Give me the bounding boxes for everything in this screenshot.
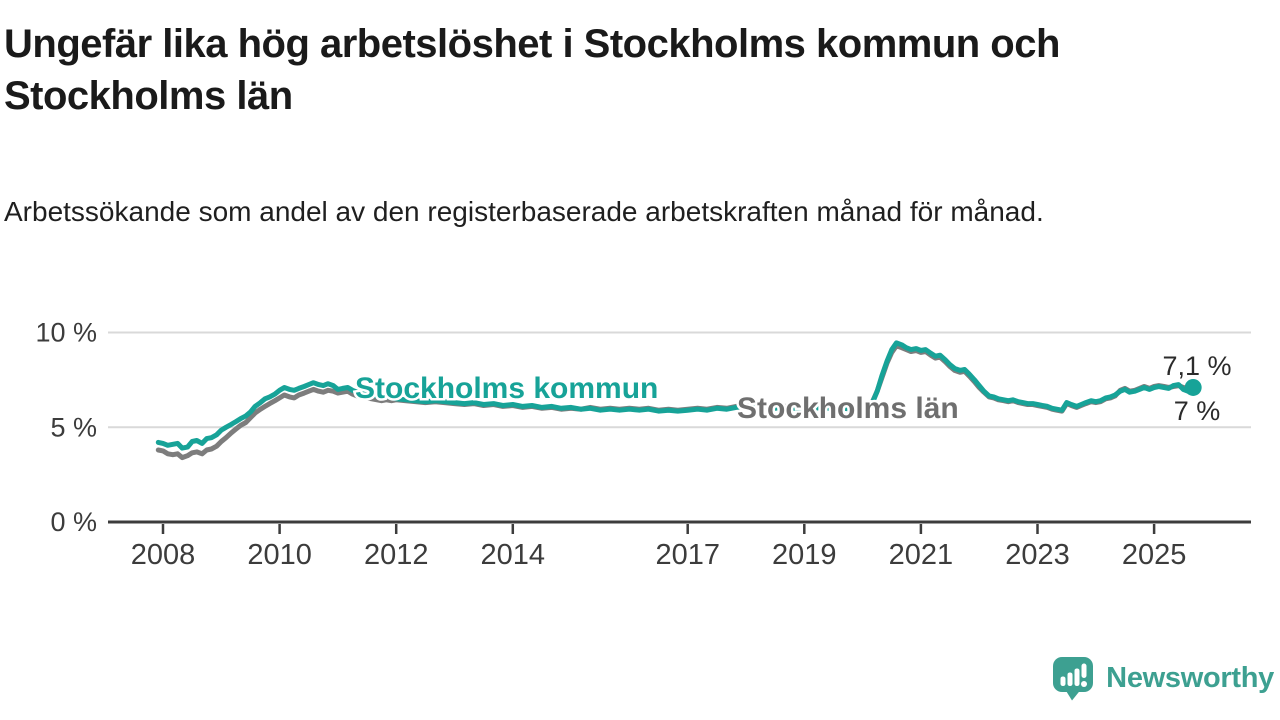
y-axis-tick-label: 10 % bbox=[35, 318, 97, 348]
x-axis-tick-label: 2010 bbox=[247, 539, 312, 571]
page-title: Ungefär lika hög arbetslöshet i Stockhol… bbox=[4, 22, 1060, 118]
series-end-dot-stockholms-kommun bbox=[1184, 378, 1202, 396]
series-label-stockholms-l-n: Stockholms län bbox=[737, 392, 959, 425]
newsworthy-logo: Newsworthy bbox=[1049, 654, 1274, 702]
x-axis-tick-label: 2023 bbox=[1005, 539, 1070, 571]
x-axis-tick-label: 2017 bbox=[655, 539, 720, 571]
newsworthy-logo-icon bbox=[1053, 657, 1094, 701]
x-axis-tick-label: 2014 bbox=[481, 539, 546, 571]
end-value-label-stockholms-kommun: 7,1 % bbox=[1162, 351, 1231, 381]
series-line-stockholms-l-n bbox=[155, 343, 1196, 461]
x-axis-tick-label: 2008 bbox=[131, 539, 196, 571]
chart-subtitle: Arbetssökande som andel av den registerb… bbox=[4, 196, 1044, 227]
x-axis-tick-label: 2012 bbox=[364, 539, 429, 571]
x-axis-tick-label: 2019 bbox=[772, 539, 837, 571]
series-label-stockholms-kommun: Stockholms kommun bbox=[355, 372, 658, 405]
x-axis-tick-label: 2021 bbox=[889, 539, 954, 571]
series-line-stockholms-kommun bbox=[155, 340, 1196, 451]
x-axis-tick-label: 2025 bbox=[1122, 539, 1187, 571]
y-axis-tick-label: 5 % bbox=[50, 412, 97, 442]
y-axis-tick-label: 0 % bbox=[50, 507, 97, 537]
newsworthy-logo-text: Newsworthy bbox=[1106, 661, 1274, 694]
end-value-label-stockholms-l-n: 7 % bbox=[1174, 396, 1221, 426]
